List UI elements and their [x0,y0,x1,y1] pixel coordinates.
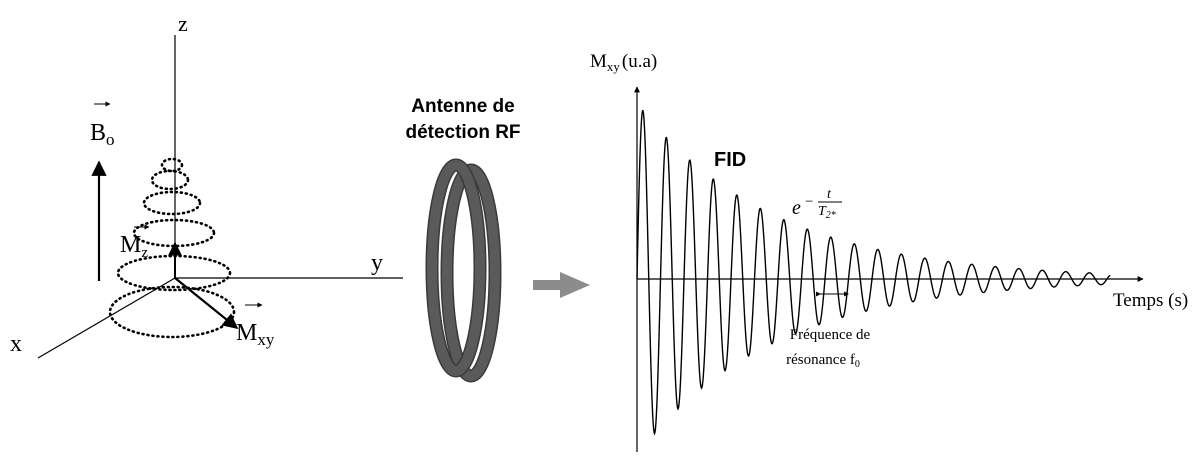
mz-label: Mz [120,232,148,261]
fid-label: FID [714,149,746,171]
fid-plot: Mxy (u.a) Temps (s) FID e − t T2* Fréquen… [590,51,1188,452]
decay-formula-denominator: T2* [818,204,836,221]
precession-diagram: z y x Bo Mz Mxy [10,11,403,359]
rf-antenna: Antenne de détection RF [405,96,521,383]
transition-arrow-icon [533,272,590,298]
z-axis-label: z [178,11,188,36]
x-axis [37,277,176,359]
x-axis-label: x [10,331,22,357]
frequency-label-line2: résonance f0 [786,352,860,370]
mxy-arrow [174,277,239,329]
plot-x-label: Temps (s) [1113,290,1188,311]
decay-formula-minus: − [805,194,813,210]
decay-formula: e − t T2* [792,187,842,221]
mxy-label: Mxy [236,320,275,349]
antenna-label-line1: Antenne de [411,96,514,117]
fid-waveform [636,109,1111,436]
antenna-coil-icon [425,158,502,383]
decay-formula-base: e [792,197,801,219]
decay-formula-numerator: t [827,187,832,202]
plot-y-label: Mxy (u.a) [590,51,657,74]
frequency-label-line1: Fréquence de [790,327,871,343]
b0-label: Bo [90,120,115,149]
y-axis-label: y [371,250,383,276]
antenna-label-line2: détection RF [405,122,520,143]
